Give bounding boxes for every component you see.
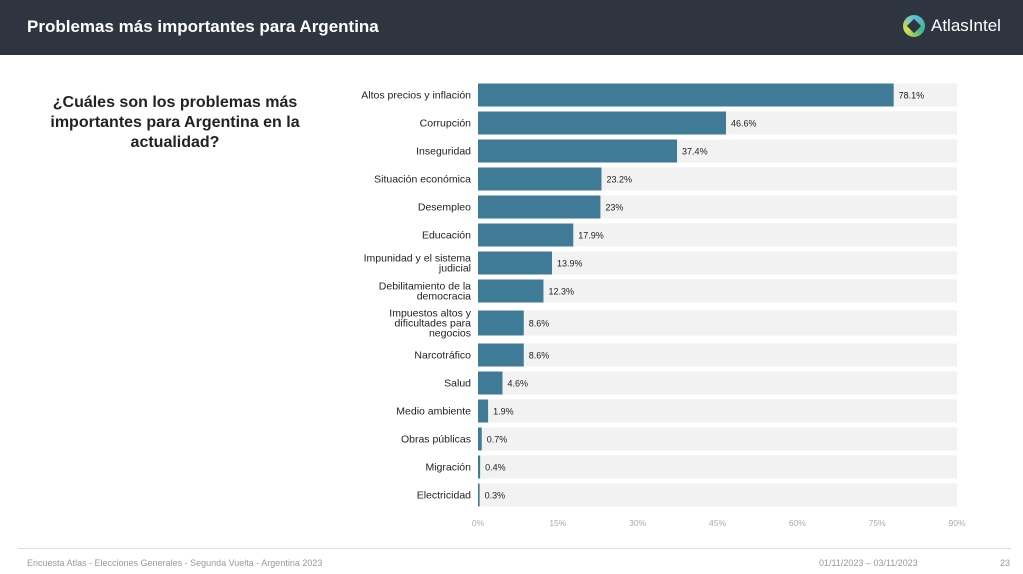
footer-source: Encuesta Atlas - Elecciones Generales - …: [27, 558, 323, 568]
data-label: 13.9%: [557, 259, 583, 269]
bar: [478, 139, 678, 163]
category-label: Situación económica: [374, 174, 471, 186]
x-tick-label: 45%: [709, 518, 726, 528]
page-number: 23: [1000, 558, 1011, 568]
category-label: Inseguridad: [416, 146, 471, 158]
data-label: 12.3%: [548, 287, 574, 297]
data-label: 4.6%: [507, 379, 528, 389]
category-label: Migración: [425, 462, 471, 474]
atlasintel-logo-icon: [903, 15, 925, 37]
data-label: 46.6%: [731, 119, 757, 129]
x-tick-label: 60%: [789, 518, 806, 528]
category-label: Impuestos altos y dificultades para negoci…: [389, 308, 471, 340]
data-label: 8.6%: [529, 351, 550, 361]
data-label: 0.7%: [487, 435, 508, 445]
bar: [478, 427, 482, 451]
bar-chart: 78.1% Altos precios y inflación 46.6% Corru…: [361, 83, 966, 528]
data-label: 8.6%: [529, 319, 550, 329]
data-label: 0.3%: [485, 491, 506, 501]
bar: [478, 279, 544, 303]
logo-text: AtlasIntel: [931, 16, 1001, 35]
category-label: Corrupción: [420, 118, 472, 130]
category-label: Obras públicas: [401, 434, 471, 446]
category-label: Altos precios y inflación: [361, 90, 471, 102]
x-tick-label: 0%: [472, 518, 485, 528]
bar-track: [478, 223, 957, 247]
bar: [478, 310, 524, 336]
data-label: 23%: [605, 203, 623, 213]
bar: [478, 223, 574, 247]
data-label: 37.4%: [682, 147, 708, 157]
footer-divider: [18, 548, 1011, 549]
bar: [478, 251, 552, 275]
atlasintel-logo: AtlasIntel: [903, 15, 1001, 37]
bar: [478, 195, 601, 219]
data-label: 0.4%: [485, 463, 506, 473]
category-label: Medio ambiente: [396, 406, 471, 418]
data-label: 23.2%: [606, 175, 632, 185]
bar: [478, 371, 503, 395]
category-label: Narcotráfico: [414, 350, 471, 362]
header-bar: Problemas más importantes para Argentina…: [0, 0, 1023, 55]
category-label: Debilitamiento de la democracia: [379, 281, 471, 303]
x-tick-label: 75%: [869, 518, 886, 528]
bar-track: [478, 483, 957, 507]
bar: [478, 455, 481, 479]
survey-question: ¿Cuáles son los problemas más importante…: [50, 94, 300, 151]
bar-track: [478, 279, 957, 303]
bar-track: [478, 343, 957, 367]
bar-track: [478, 427, 957, 451]
bar: [478, 83, 894, 107]
footer-dates: 01/11/2023 – 03/11/2023: [819, 558, 918, 568]
data-label: 1.9%: [493, 407, 514, 417]
data-label: 78.1%: [899, 91, 925, 101]
category-label: Electricidad: [417, 490, 471, 502]
category-label: Salud: [444, 378, 471, 390]
bar: [478, 167, 602, 191]
bar-track: [478, 371, 957, 395]
bar-track: [478, 399, 957, 423]
bar-track: [478, 310, 957, 336]
category-label: Impunidad y el sistema judicial: [364, 253, 472, 275]
x-tick-label: 30%: [629, 518, 646, 528]
category-label: Educación: [422, 230, 471, 242]
page-title: Problemas más importantes para Argentina: [27, 17, 379, 36]
x-tick-label: 90%: [948, 518, 965, 528]
bar: [478, 483, 480, 507]
x-tick-label: 15%: [549, 518, 566, 528]
bar: [478, 111, 727, 135]
bar: [478, 399, 489, 423]
category-label: Desempleo: [418, 202, 471, 214]
data-label: 17.9%: [578, 231, 604, 241]
bar-track: [478, 455, 957, 479]
bar-track: [478, 251, 957, 275]
bar: [478, 343, 524, 367]
